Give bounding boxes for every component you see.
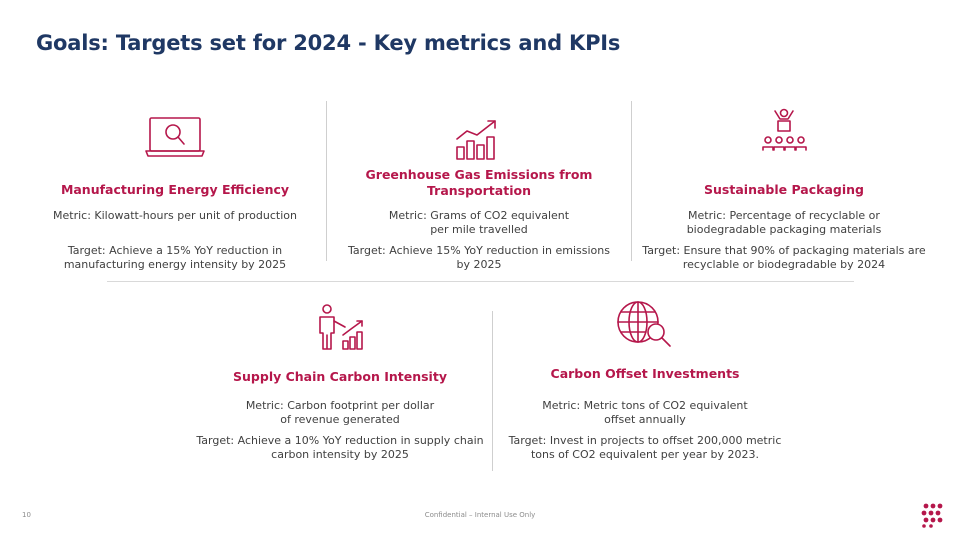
divider-horizontal — [107, 281, 854, 282]
laptop-search-icon — [144, 115, 206, 159]
card-target: Target: Ensure that 90% of packaging mat… — [642, 244, 926, 257]
company-logo-icon — [921, 503, 945, 531]
card-target: Target: Invest in projects to offset 200… — [508, 434, 782, 447]
divider-vertical — [492, 311, 493, 471]
kpi-card-sustainable-packaging: Sustainable Packaging Metric: Percentage… — [638, 107, 930, 280]
card-heading: Manufacturing Energy Efficiency — [60, 182, 290, 197]
card-metric: biodegradable packaging materials — [686, 223, 882, 236]
card-heading: Supply Chain Carbon Intensity — [233, 369, 447, 384]
bar-chart-growth-icon — [455, 119, 503, 161]
card-heading: Carbon Offset Investments — [550, 366, 740, 381]
kpi-card-greenhouse-gas: Greenhouse Gas Emissions from Transporta… — [334, 110, 624, 280]
kpi-card-manufacturing-energy: Manufacturing Energy Efficiency Metric: … — [30, 110, 320, 280]
presenter-chart-icon — [315, 303, 365, 351]
team-leader-icon — [761, 107, 807, 155]
card-target: manufacturing energy intensity by 2025 — [63, 258, 287, 271]
card-target: Target: Achieve 15% YoY reduction in emi… — [348, 244, 610, 257]
divider-vertical — [326, 101, 327, 261]
card-metric: Metric: Kilowatt-hours per unit of produ… — [53, 209, 297, 222]
divider-vertical — [631, 101, 632, 261]
confidential-notice: Confidential – Internal Use Only — [424, 511, 536, 519]
card-metric: per mile travelled — [430, 223, 528, 236]
card-metric: offset annually — [604, 413, 686, 426]
page-title: Goals: Targets set for 2024 - Key metric… — [36, 31, 621, 55]
card-heading: Transportation — [427, 183, 531, 198]
card-target: Target: Achieve a 10% YoY reduction in s… — [196, 434, 484, 447]
card-metric: Metric: Grams of CO2 equivalent — [388, 209, 570, 222]
card-heading: Sustainable Packaging — [704, 182, 864, 197]
card-target: by 2025 — [456, 258, 502, 271]
card-metric: of revenue generated — [280, 413, 400, 426]
card-metric: Metric: Carbon footprint per dollar — [245, 399, 435, 412]
globe-search-icon — [616, 300, 674, 350]
kpi-card-supply-chain-carbon: Supply Chain Carbon Intensity Metric: Ca… — [190, 300, 490, 470]
card-target: tons of CO2 equivalent per year by 2023. — [530, 448, 760, 461]
slide-number: 10 — [22, 511, 31, 519]
card-metric: Metric: Percentage of recyclable or — [688, 209, 880, 222]
card-target: carbon intensity by 2025 — [271, 448, 409, 461]
card-target: Target: Achieve a 15% YoY reduction in — [67, 244, 283, 257]
card-heading: Greenhouse Gas Emissions from — [365, 167, 593, 182]
card-metric: Metric: Metric tons of CO2 equivalent — [542, 399, 748, 412]
kpi-card-carbon-offset: Carbon Offset Investments Metric: Metric… — [498, 300, 792, 470]
card-target: recyclable or biodegradable by 2024 — [682, 258, 886, 271]
